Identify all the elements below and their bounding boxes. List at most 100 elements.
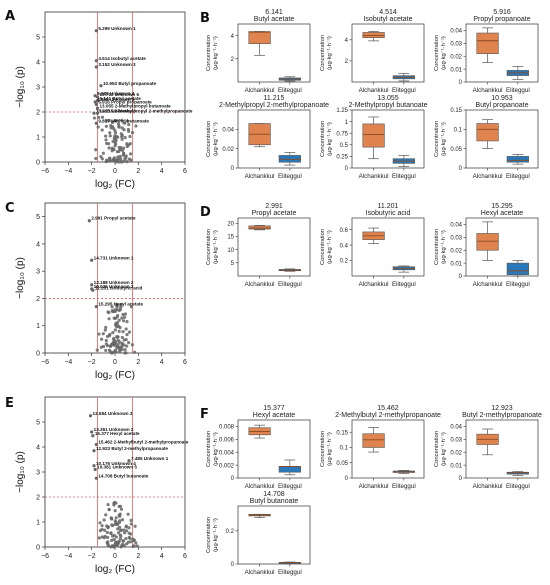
annotation-label: 13.684 Unknown 3 [93,411,133,416]
x-tick-label: 0 [113,168,117,175]
y-tick-label: 3 [36,85,40,92]
y-axis-label: Concentration(μg·kg⁻¹·h⁻¹) [206,431,219,467]
x-tick-label: −4 [64,168,72,175]
data-point [108,134,112,138]
x-tick-label: 4 [160,553,164,560]
y-axis-label: Concentration(μg·kg⁻¹·h⁻¹) [434,229,447,265]
box-alchankkul [362,123,385,148]
y-tick-label: 0.02 [222,147,234,153]
box-alchankkul [476,123,499,142]
data-point [127,157,131,161]
data-point [105,540,109,545]
data-point [129,305,134,309]
data-point [125,144,129,149]
data-point [119,545,123,549]
data-point [102,518,106,522]
y-tick-label: 0.01 [450,67,462,73]
data-point [118,307,123,312]
y-axis-label: Concentration(μg·kg⁻¹·h⁻¹) [434,121,447,157]
y-tick-label: 0.75 [336,131,348,137]
data-point [111,331,115,335]
volcano-panel-c: C −6 −4 −2 0 2 4 6 0 1 2 3 4 5 log₂ (FC) −log₁₀ (p) 2.99… [5,201,187,381]
data-point [98,529,102,533]
category-label: Alchankkul [359,173,389,180]
category-label: Alchankkul [473,483,503,490]
category-label: Alchankkul [245,483,275,490]
category-label: Alchankkul [359,483,389,490]
annotation-label: 8.988 Unknown 4 [97,91,135,96]
data-point [114,501,118,505]
box-title-name: Propyl acetate [252,210,297,217]
annotation-label: 13.361 Unknown 2 [94,427,134,432]
box-title-code: 4.514 [379,9,397,16]
y-tick-label: 0 [459,166,463,172]
box-eliteggul [278,155,301,163]
category-label: Eliteggul [506,281,530,288]
data-point [104,134,108,138]
box-title-code: 2.991 [265,203,283,210]
data-point [107,142,111,146]
data-point [119,132,123,136]
annotation-label: 11.201 Isobutyric acid [95,285,143,290]
y-tick-label: 2 [36,296,40,303]
y-tick-label: 0 [36,545,40,552]
data-point [100,115,105,119]
annotation-label: 5.916 Propyl propanoate [98,100,152,105]
box-frame [465,419,539,479]
y-axis-label: −log₁₀ (p) [15,66,26,108]
annotation-label: 10.455 Unknown 6 [96,108,136,113]
data-point [108,332,112,336]
box-title-code: 15.462 [377,405,399,412]
box-title-name: Butyl butanoate [250,498,299,505]
data-point [121,312,125,317]
data-point [129,540,133,544]
data-point [118,347,122,351]
data-point [113,509,117,513]
category-label: Alchankkul [359,87,389,94]
data-point [108,349,112,354]
data-point [127,330,132,334]
data-point [94,148,98,152]
x-tick-label: 2 [136,359,140,366]
x-tick-label: 6 [183,553,187,560]
panel-letter-a: A [5,9,15,24]
category-label: Eliteggul [506,173,530,180]
y-axis-label: Concentration(μg·kg⁻¹·h⁻¹) [206,229,219,265]
annotation-label: 10.381 Unknown 5 [97,465,137,470]
volcano-panel-e: E −6 −4 −2 0 2 4 6 0 1 2 3 4 5 log₂ (FC) −log₁₀ (p) 13.6… [5,396,189,575]
data-point [125,332,129,337]
data-point [129,518,133,523]
category-label: Alchankkul [245,569,275,576]
data-point [118,147,122,152]
box-title-name: Propyl propanoate [473,16,530,23]
y-tick-label: 0.4 [340,243,349,249]
data-point [104,118,109,123]
annotation-label: 14.731 Unknown 1 [94,255,134,260]
data-point [124,529,129,533]
box-title-code: 11.201 [378,203,399,210]
category-label: Alchankkul [359,281,389,288]
y-tick-label: 0.1 [454,128,463,134]
category-label: Alchankkul [473,173,503,180]
y-tick-label: 0 [231,562,235,568]
data-point [126,540,131,544]
data-point [96,115,101,120]
annotation-label: 10.953 Butyl propanoate [103,81,157,86]
box-title-name: Hexyl acetate [481,210,524,217]
annotated-point [90,258,94,262]
data-point [92,116,97,120]
data-point [107,310,111,315]
box-title-code: 12.923 [491,405,513,412]
data-point [127,341,131,345]
data-point [105,524,109,528]
annotated-point [95,106,100,110]
y-tick-label: 0 [231,476,235,482]
data-point [103,328,107,332]
data-point [116,338,120,342]
panel-letter-e: E [5,396,14,411]
data-point [114,516,118,520]
category-label: Eliteggul [392,173,416,180]
